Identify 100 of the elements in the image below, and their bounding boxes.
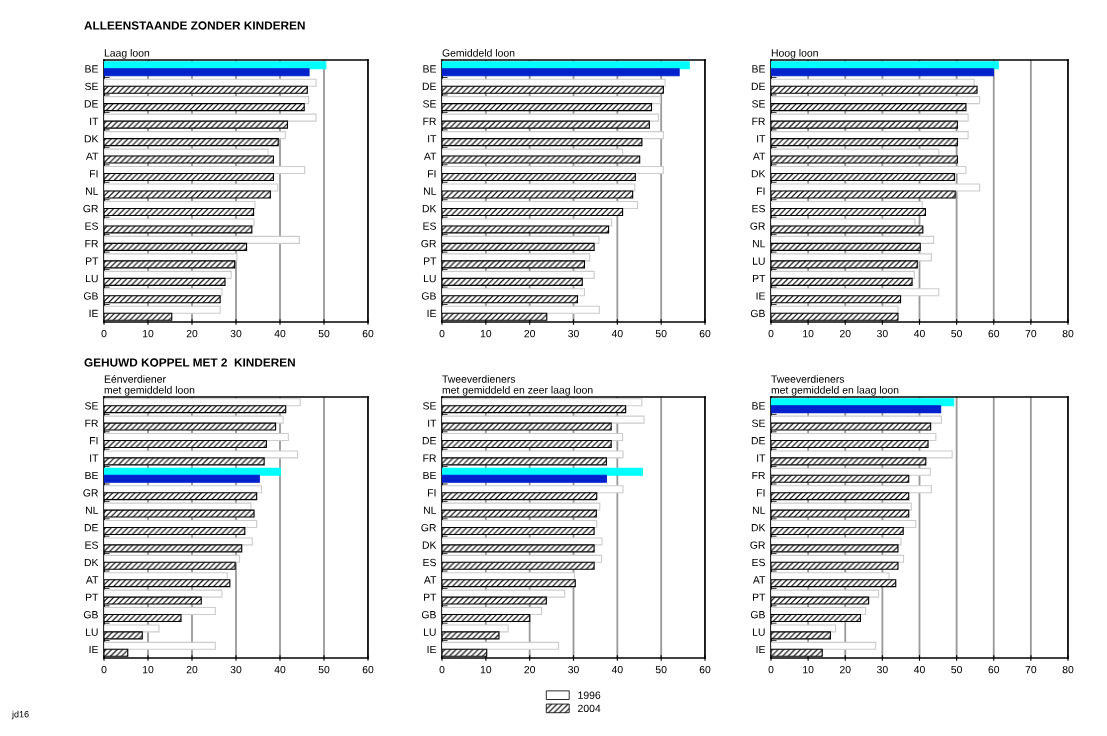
y-tick-label: IE [427, 309, 436, 318]
y-tick-label: FR [752, 471, 765, 480]
y-tick-label: PT [752, 593, 766, 601]
y-tick-label: AT [85, 576, 99, 584]
y-tick-label: LU [752, 257, 765, 265]
x-tick-label: 10 [143, 329, 154, 338]
text: jd16 [11, 710, 29, 720]
bar [104, 624, 160, 633]
bar [771, 68, 994, 77]
y-tick-label: GB [750, 611, 765, 619]
y-tick-label: IT [428, 135, 437, 143]
chart-subtitle: Tweeverdieners met gemiddeld en laag loon [771, 375, 899, 396]
bar [104, 589, 223, 598]
chart-subtitle: Hoog loon [771, 48, 818, 59]
y-tick-label: DK [84, 135, 99, 143]
x-tick-label: 0 [768, 329, 774, 338]
x-tick-label: 40 [913, 329, 925, 338]
y-tick-label: NL [85, 506, 99, 514]
bar [442, 305, 600, 314]
bar [104, 113, 317, 122]
bar [771, 450, 953, 459]
x-tick-label: 50 [655, 665, 667, 674]
x-tick-label: 80 [1062, 665, 1074, 674]
y-tick-label: DK [422, 541, 437, 549]
y-tick-label: NL [423, 506, 437, 514]
bar [104, 68, 310, 77]
y-tick-label: LU [423, 274, 436, 283]
y-tick-label: LU [85, 628, 98, 636]
x-tick-label: 20 [524, 665, 536, 674]
x-tick-label: 60 [988, 665, 1000, 674]
y-tick-label: FR [423, 454, 436, 462]
x-tick-label: 70 [1025, 329, 1037, 338]
y-tick-label: AT [85, 152, 99, 160]
x-tick-label: 50 [318, 665, 330, 674]
y-tick-label: DK [84, 558, 99, 567]
y-tick-label: ES [752, 204, 765, 213]
x-tick-label: 40 [611, 329, 623, 338]
y-tick-label: BE [85, 65, 98, 73]
y-tick-label: GR [83, 489, 98, 497]
y-tick-label: SE [85, 82, 98, 91]
y-tick-label: FR [423, 117, 436, 125]
y-tick-label: BE [423, 65, 436, 73]
y-tick-label: NL [423, 187, 437, 195]
x-tick-label: 30 [876, 329, 888, 338]
bar [104, 450, 299, 459]
y-tick-label: AT [423, 152, 437, 160]
y-tick-label: NL [752, 240, 766, 248]
y-tick-label: IT [90, 454, 99, 462]
y-tick-label: FI [90, 170, 98, 178]
x-tick-label: 0 [439, 665, 445, 674]
y-tick-label: IE [427, 645, 436, 654]
y-tick-label: LU [752, 628, 765, 636]
y-tick-label: IT [757, 454, 766, 462]
y-tick-label: LU [85, 274, 98, 283]
y-tick-label: GB [83, 611, 98, 619]
y-tick-label: AT [752, 576, 766, 584]
y-tick-label: DE [422, 82, 436, 90]
y-tick-label: GR [750, 541, 765, 549]
y-tick-label: PT [752, 274, 766, 283]
y-tick-label: SE [752, 419, 765, 427]
bar [104, 606, 216, 616]
y-tick-label: IT [757, 135, 766, 143]
x-tick-label: 20 [839, 665, 851, 674]
y-tick-label: FI [757, 187, 765, 195]
y-tick-label: LU [423, 628, 436, 636]
bar [442, 68, 680, 77]
y-tick-label: AT [752, 152, 766, 160]
y-tick-label: GR [750, 222, 765, 230]
y-tick-label: GR [83, 204, 98, 213]
bar [442, 474, 607, 483]
x-tick-label: 40 [913, 665, 925, 674]
x-tick-label: 30 [230, 665, 242, 674]
y-tick-label: GB [83, 292, 98, 300]
y-tick-label: FR [85, 240, 98, 248]
bar [771, 405, 942, 414]
y-tick-label: SE [752, 100, 765, 108]
bar [104, 305, 221, 314]
x-tick-label: 20 [186, 329, 198, 338]
x-tick-label: 40 [274, 665, 286, 674]
y-tick-label: GB [750, 309, 765, 318]
y-tick-label: GR [421, 524, 436, 532]
y-tick-label: PT [85, 257, 99, 265]
x-tick-label: 30 [568, 329, 579, 338]
y-tick-label: IT [428, 419, 437, 427]
x-tick-label: 10 [803, 665, 814, 674]
y-tick-label: GB [421, 292, 436, 300]
x-tick-label: 40 [274, 329, 286, 338]
x-tick-label: 50 [951, 329, 963, 338]
chart-subtitle: Gemiddeld loon [442, 48, 515, 57]
bar [442, 589, 566, 598]
y-tick-label: DE [751, 82, 765, 90]
chart-subtitle: Eénverdiener met gemiddeld loon [104, 375, 195, 396]
y-tick-label: GB [421, 611, 436, 619]
x-tick-label: 20 [839, 329, 851, 338]
bar [104, 474, 260, 483]
y-tick-label: ES [85, 222, 98, 230]
x-tick-label: 60 [699, 665, 711, 674]
bar [442, 415, 645, 424]
y-tick-label: DK [422, 205, 437, 213]
y-tick-label: PT [423, 593, 437, 601]
